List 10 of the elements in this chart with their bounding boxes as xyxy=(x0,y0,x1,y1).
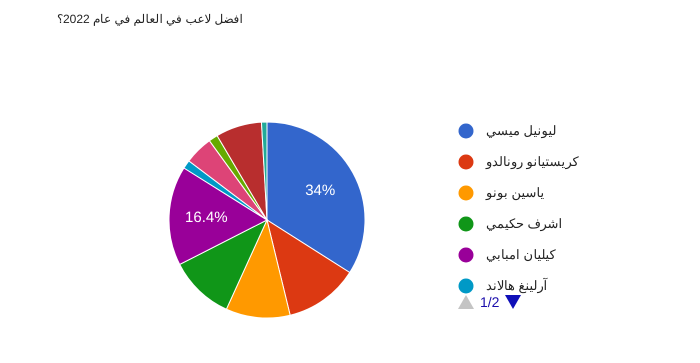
legend-label: آرلينغ هالاند xyxy=(486,278,548,293)
legend-label: ليونيل ميسي xyxy=(486,123,557,138)
legend-label: اشرف حكيمي xyxy=(486,216,563,231)
data-label: 16.4% xyxy=(185,208,228,226)
text: 1/2 xyxy=(480,294,500,310)
legend-label: كيليان امبابي xyxy=(486,247,556,262)
legend-label: كريستيانو رونالدو xyxy=(486,154,579,169)
chart-title: افضل لاعب في العالم في عام 2022؟ xyxy=(57,12,243,26)
legend-label: ياسين بونو xyxy=(486,185,545,200)
data-label: 34% xyxy=(305,182,336,200)
